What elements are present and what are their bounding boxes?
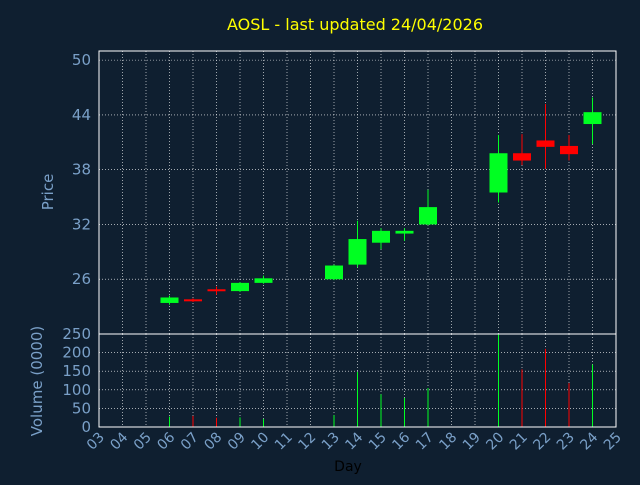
x-tick-label: 12 xyxy=(295,430,319,454)
x-axis-label: Day xyxy=(334,459,362,475)
candle-body xyxy=(231,282,249,292)
candle-body xyxy=(184,299,202,302)
candle-body xyxy=(254,278,273,283)
price-tick-label: 44 xyxy=(72,106,91,124)
price-axis-label: Price xyxy=(39,174,57,211)
x-axis-ticks: 03 04 05 06 07 08 09 10 11 12 13 14 15 16 17 18 19 20 21 22… xyxy=(84,429,625,453)
volume-tick-label: 200 xyxy=(62,344,91,362)
x-tick-label: 04 xyxy=(107,429,131,453)
x-tick-label: 18 xyxy=(436,430,460,454)
x-tick-label: 07 xyxy=(178,430,202,454)
x-tick-label: 06 xyxy=(154,429,178,453)
volume-axis-label: Volume (0000) xyxy=(28,326,46,436)
price-tick-label: 38 xyxy=(72,161,91,179)
x-tick-label: 05 xyxy=(131,430,155,454)
x-tick-label: 20 xyxy=(483,430,507,454)
candle-body xyxy=(207,289,226,292)
x-tick-label: 15 xyxy=(366,430,390,454)
x-tick-label: 19 xyxy=(460,430,484,454)
x-tick-label: 23 xyxy=(554,430,578,454)
candle-body xyxy=(325,265,343,280)
candle-body xyxy=(348,239,367,265)
candle-body xyxy=(395,230,414,234)
x-tick-label: 16 xyxy=(389,429,413,453)
x-tick-label: 10 xyxy=(248,430,272,454)
price-grid xyxy=(98,51,617,334)
x-tick-label: 24 xyxy=(577,429,601,453)
x-tick-label: 11 xyxy=(272,430,296,454)
candle-body xyxy=(583,112,602,125)
candle-body xyxy=(513,153,531,161)
x-tick-label: 09 xyxy=(225,430,249,454)
x-tick-label: 14 xyxy=(342,429,366,453)
x-tick-label: 25 xyxy=(601,430,625,454)
candle-body xyxy=(419,207,437,225)
x-tick-label: 13 xyxy=(319,430,343,454)
volume-tick-label: 0 xyxy=(81,418,91,436)
chart-title: AOSL - last updated 24/04/2026 xyxy=(227,15,483,34)
candle-body xyxy=(372,230,390,243)
x-tick-label: 21 xyxy=(507,430,531,454)
x-tick-label: 17 xyxy=(413,430,437,454)
candles xyxy=(160,97,602,305)
candle-body xyxy=(489,153,508,193)
volume-tick-label: 100 xyxy=(62,381,91,399)
volume-tick-label: 50 xyxy=(72,399,91,417)
price-axis-ticks: 26 32 38 44 50 xyxy=(72,51,91,288)
x-tick-label: 22 xyxy=(530,430,554,454)
candle-body xyxy=(560,145,578,155)
price-tick-label: 32 xyxy=(72,215,91,233)
x-tick-label: 08 xyxy=(201,430,225,454)
price-tick-label: 50 xyxy=(72,51,91,69)
price-tick-label: 26 xyxy=(72,270,91,288)
volume-panel-frame xyxy=(98,333,617,428)
volume-tick-label: 150 xyxy=(62,362,91,380)
candle-body xyxy=(160,297,179,303)
volume-tick-label: 250 xyxy=(62,325,91,343)
candle-body xyxy=(536,140,555,147)
volume-bars xyxy=(169,334,593,427)
